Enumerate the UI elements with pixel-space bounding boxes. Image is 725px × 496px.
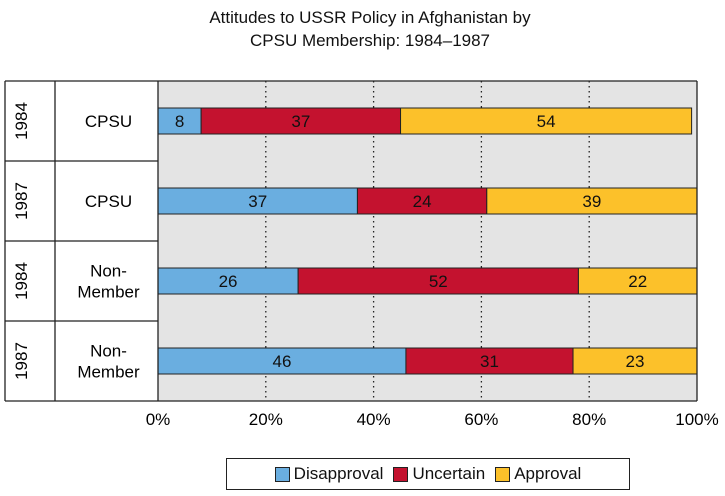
legend-item-disapproval: Disapproval: [274, 464, 384, 484]
x-tick-label: 80%: [572, 410, 606, 429]
year-label: 1987: [12, 342, 31, 380]
group-label: Non-: [90, 262, 127, 281]
x-tick-label: 0%: [146, 410, 171, 429]
x-tick-label: 60%: [464, 410, 498, 429]
legend-label-uncertain: Uncertain: [412, 464, 486, 483]
legend-item-uncertain: Uncertain: [393, 464, 485, 484]
bar-value-label: 37: [248, 192, 267, 211]
group-label: Non-: [90, 342, 127, 361]
bar-value-label: 54: [537, 112, 556, 131]
bar-value-label: 8: [175, 112, 184, 131]
bar-value-label: 52: [429, 272, 448, 291]
group-label: CPSU: [85, 112, 132, 131]
group-label: CPSU: [85, 192, 132, 211]
chart-title-line-2: CPSU Membership: 1984–1987: [249, 31, 491, 50]
year-label: 1984: [12, 262, 31, 300]
chart-title: Attitudes to USSR Policy in Afghanistan …: [160, 6, 580, 52]
chart-title-line-1: Attitudes to USSR Policy in Afghanistan …: [209, 8, 531, 27]
x-tick-label: 20%: [249, 410, 283, 429]
legend-label-approval: Approval: [514, 464, 582, 483]
bar-value-label: 37: [291, 112, 310, 131]
bar-segment: [400, 107, 693, 135]
legend-label-disapproval: Disapproval: [293, 464, 384, 483]
bar-segment: [157, 187, 358, 215]
year-label: 1987: [12, 182, 31, 220]
bar-value-label: 31: [480, 352, 499, 371]
x-tick-label: 40%: [357, 410, 391, 429]
bar-segment: [356, 187, 488, 215]
legend-swatch-uncertain: [393, 466, 409, 482]
bar-value-label: 26: [219, 272, 238, 291]
bar-value-label: 46: [273, 352, 292, 371]
group-label: Member: [77, 283, 140, 302]
bar-segment: [297, 267, 579, 295]
bar-value-label: 22: [628, 272, 647, 291]
bar-segment: [157, 267, 299, 295]
legend-swatch-disapproval: [274, 466, 290, 482]
bar-value-label: 39: [582, 192, 601, 211]
bar-segment: [486, 187, 698, 215]
bar-segment: [572, 347, 698, 375]
x-tick-label: 100%: [675, 410, 718, 429]
legend-swatch-approval: [495, 466, 511, 482]
bar-segment: [200, 107, 402, 135]
group-label: Member: [77, 363, 140, 382]
bar-value-label: 24: [413, 192, 432, 211]
year-label: 1984: [12, 102, 31, 140]
legend: Disapproval Uncertain Approval: [226, 458, 630, 490]
bar-value-label: 23: [626, 352, 645, 371]
bar-segment: [157, 347, 407, 375]
legend-item-approval: Approval: [495, 464, 581, 484]
bar-segment: [405, 347, 574, 375]
